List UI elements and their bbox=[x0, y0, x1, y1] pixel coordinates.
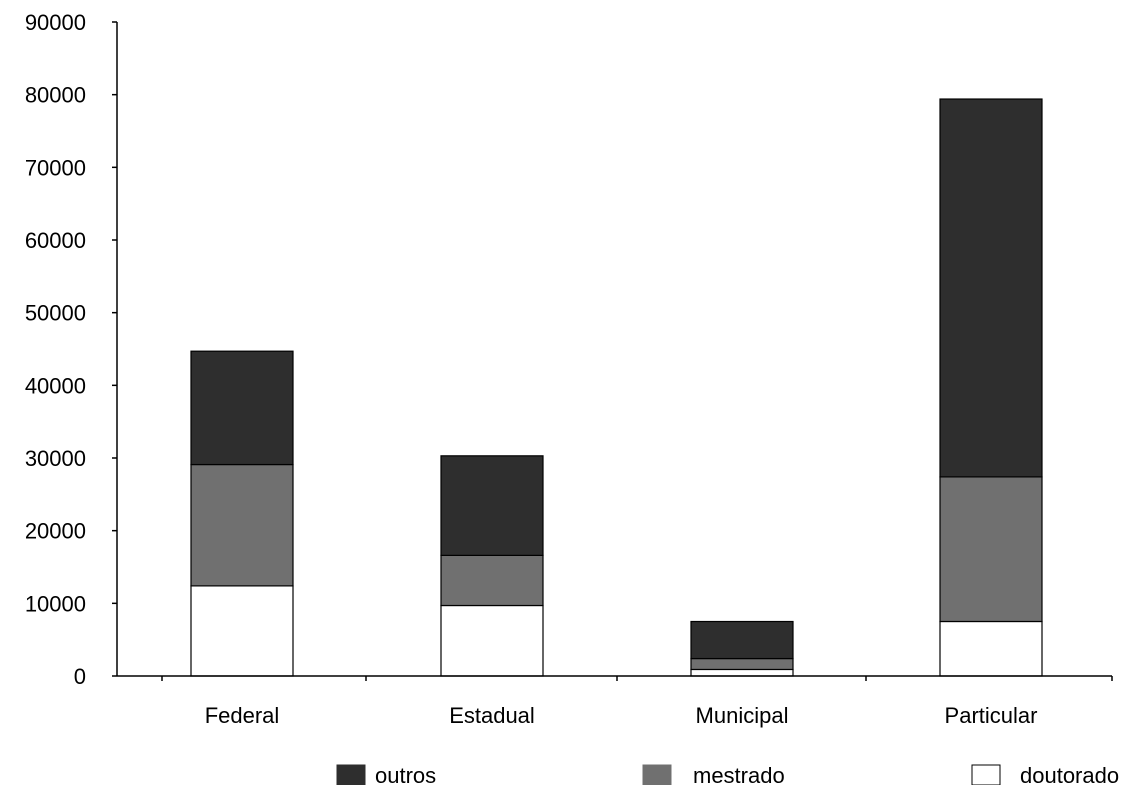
bar-segment-doutorado bbox=[690, 668, 794, 677]
bar-segment-outros bbox=[440, 455, 544, 556]
legend-swatch bbox=[642, 764, 672, 786]
legend-label: mestrado bbox=[693, 763, 785, 785]
y-tick-label: 50000 bbox=[25, 301, 86, 326]
y-tick-label: 40000 bbox=[25, 373, 86, 398]
y-tick-label: 0 bbox=[74, 664, 86, 689]
category-label: Federal bbox=[205, 703, 280, 728]
bar-segment-mestrado bbox=[190, 463, 294, 587]
bar-segment-outros bbox=[939, 98, 1043, 478]
bar-segment-doutorado bbox=[440, 604, 544, 677]
axes-layer bbox=[116, 22, 1112, 677]
legend-swatch bbox=[336, 764, 366, 786]
legend: outros mestrado doutorado bbox=[336, 763, 1119, 788]
bar-segment-mestrado bbox=[440, 554, 544, 607]
y-tick-label: 10000 bbox=[25, 591, 86, 616]
legend-swatch bbox=[971, 764, 1001, 786]
bar-stack-particular bbox=[939, 98, 1043, 677]
bar-stack-federal bbox=[190, 350, 294, 677]
bar-segment-mestrado bbox=[939, 476, 1043, 623]
y-tick-label: 70000 bbox=[25, 155, 86, 180]
bar-stack-estadual bbox=[440, 455, 544, 677]
y-tick-label: 90000 bbox=[25, 10, 86, 35]
y-tick-label: 30000 bbox=[25, 446, 86, 471]
legend-item-doutorado: doutorado bbox=[971, 763, 1119, 788]
y-axis-ticks: 0 10000 20000 30000 40000 50000 60000 70000 8000… bbox=[25, 10, 117, 689]
bar-segment-outros bbox=[690, 620, 794, 660]
legend-label: doutorado bbox=[1020, 763, 1119, 785]
legend-item-mestrado: mestrado bbox=[642, 763, 785, 788]
legend-label: outros bbox=[375, 763, 436, 785]
category-labels: Federal Estadual Municipal Particular bbox=[205, 703, 1038, 728]
category-label: Municipal bbox=[696, 703, 789, 728]
y-tick-label: 80000 bbox=[25, 83, 86, 108]
bar-stack-municipal bbox=[690, 620, 794, 677]
x-axis-ticks bbox=[161, 676, 1113, 681]
category-label: Particular bbox=[945, 703, 1038, 728]
legend-item-outros: outros bbox=[336, 763, 436, 788]
bars-layer bbox=[190, 98, 1043, 677]
y-tick-label: 20000 bbox=[25, 519, 86, 544]
y-tick-label: 60000 bbox=[25, 228, 86, 253]
category-label: Estadual bbox=[449, 703, 535, 728]
bar-segment-outros bbox=[190, 350, 294, 466]
bar-segment-mestrado bbox=[690, 657, 794, 671]
bar-segment-doutorado bbox=[939, 620, 1043, 677]
bar-segment-doutorado bbox=[190, 585, 294, 677]
